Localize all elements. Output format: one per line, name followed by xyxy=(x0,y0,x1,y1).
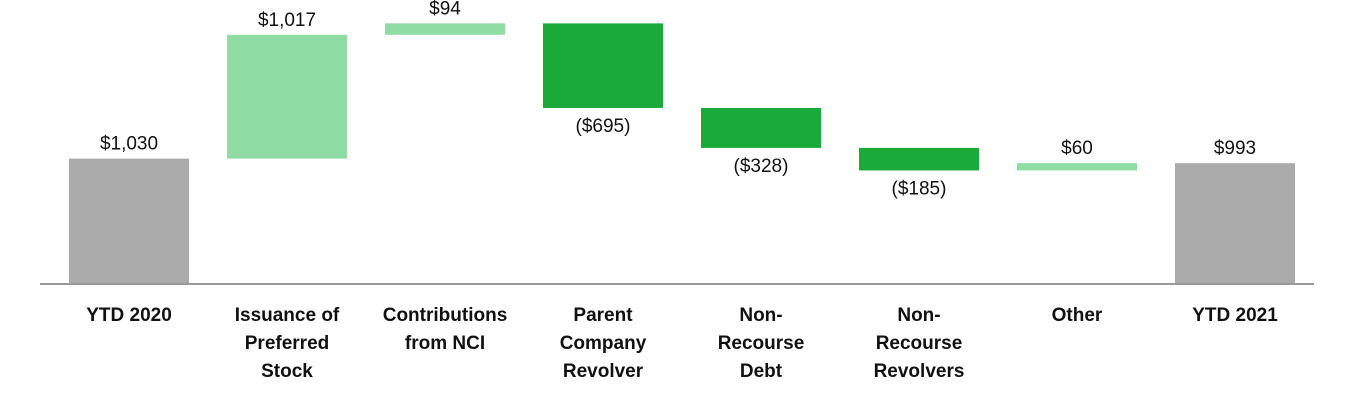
bar-8 xyxy=(1175,163,1295,284)
category-label-line: Non- xyxy=(897,305,940,326)
value-label-3: $94 xyxy=(429,0,461,19)
category-label-3: Contributions from NCI xyxy=(383,305,508,354)
category-label-line: Preferred xyxy=(245,333,330,354)
value-label-8: $993 xyxy=(1214,138,1256,159)
bar-2 xyxy=(227,34,347,159)
category-label-line: Issuance of xyxy=(235,305,340,326)
bar-3 xyxy=(385,23,505,35)
category-label-1: YTD 2020 xyxy=(86,305,172,326)
value-label-5: ($328) xyxy=(734,156,789,177)
category-label-line: Company xyxy=(560,333,647,354)
category-label-line: Debt xyxy=(740,361,783,382)
category-label-line: Recourse xyxy=(718,333,805,354)
category-label-line: Non- xyxy=(739,305,782,326)
value-labels-group: $1,030 $1,017 $94 ($695) ($328) ($185) $60 $993 xyxy=(100,0,1256,199)
category-label-line: Parent xyxy=(573,305,633,326)
category-label-2: Issuance of Preferred Stock xyxy=(235,305,340,382)
value-label-7: $60 xyxy=(1061,138,1093,159)
category-label-5: Non- Recourse Debt xyxy=(718,305,805,382)
category-label-line: YTD 2020 xyxy=(86,305,172,326)
category-label-7: Other xyxy=(1052,305,1103,326)
category-label-line: Recourse xyxy=(876,333,963,354)
category-label-line: YTD 2021 xyxy=(1192,305,1278,326)
bar-7 xyxy=(1017,163,1137,171)
bar-4 xyxy=(543,23,663,108)
category-label-line: Contributions xyxy=(383,305,508,326)
category-label-line: from NCI xyxy=(405,333,485,354)
bar-6 xyxy=(859,147,979,171)
category-label-8: YTD 2021 xyxy=(1192,305,1278,326)
value-label-2: $1,017 xyxy=(258,10,316,31)
category-label-4: Parent Company Revolver xyxy=(560,305,647,382)
value-label-1: $1,030 xyxy=(100,134,158,155)
category-label-line: Revolver xyxy=(563,361,644,382)
category-labels-group: YTD 2020 Issuance of Preferred Stock Contrib… xyxy=(86,305,1278,382)
value-label-4: ($695) xyxy=(576,116,631,137)
bar-1 xyxy=(69,158,189,284)
category-label-line: Revolvers xyxy=(874,361,965,382)
value-label-6: ($185) xyxy=(892,178,947,199)
category-label-6: Non- Recourse Revolvers xyxy=(874,305,965,382)
bar-5 xyxy=(701,107,821,148)
category-label-line: Other xyxy=(1052,305,1103,326)
bars-group xyxy=(69,23,1295,284)
category-label-line: Stock xyxy=(261,361,313,382)
